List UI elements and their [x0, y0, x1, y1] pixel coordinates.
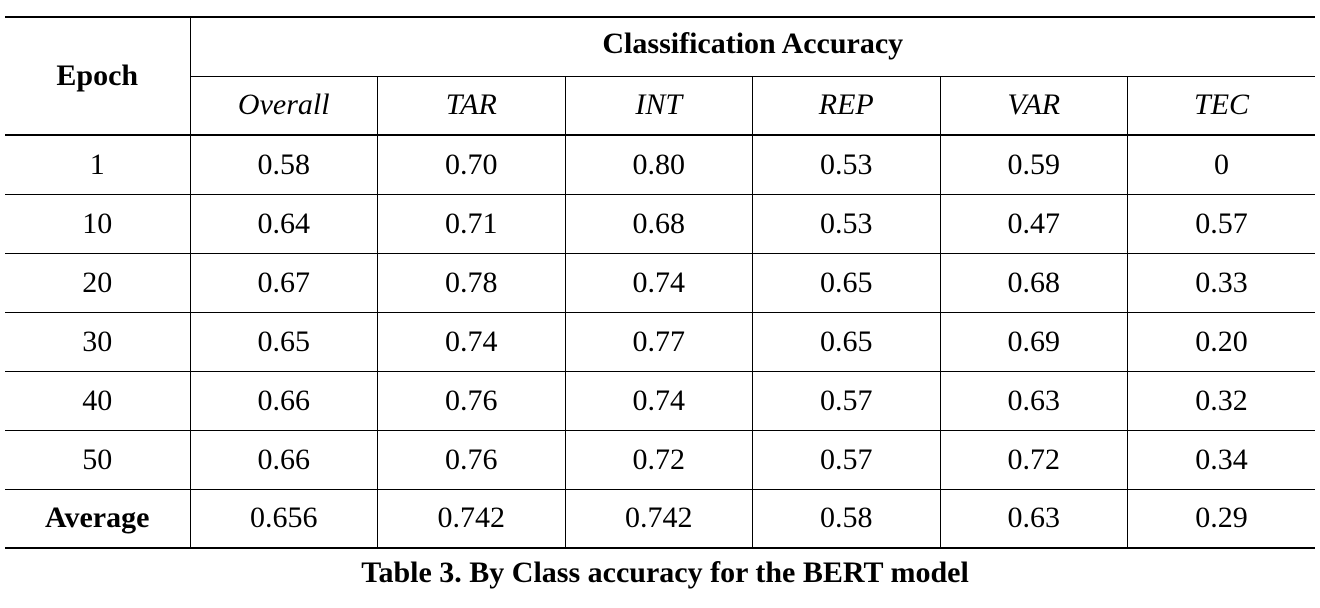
value-cell: 0.77 — [564, 311, 753, 372]
header-row-top: Epoch Classification Accuracy — [5, 16, 1316, 136]
value-cell: 0.32 — [1127, 370, 1316, 431]
column-header: TEC — [1127, 75, 1316, 136]
value-cell: 0.68 — [939, 252, 1128, 313]
value-cell: 0.65 — [752, 311, 941, 372]
value-cell: 0.76 — [377, 370, 566, 431]
epoch-cell: 20 — [5, 252, 191, 313]
average-value-cell: 0.742 — [564, 488, 753, 549]
value-cell: 0.74 — [564, 252, 753, 313]
table-row: 50 0.66 0.76 0.72 0.57 0.72 0.34 — [5, 429, 1316, 490]
value-cell: 0.78 — [377, 252, 566, 313]
average-value-cell: 0.29 — [1127, 488, 1316, 549]
value-cell: 0.71 — [377, 193, 566, 254]
value-cell: 0.80 — [564, 134, 753, 195]
epoch-header: Epoch — [5, 16, 191, 136]
column-header: TAR — [377, 75, 566, 136]
average-value-cell: 0.742 — [377, 488, 566, 549]
accuracy-table: Epoch Classification Accuracy Overall TAR… — [5, 16, 1316, 549]
value-cell: 0.57 — [752, 429, 941, 490]
table-row: 10 0.64 0.71 0.68 0.53 0.47 0.57 — [5, 193, 1316, 254]
table-caption: Table 3. By Class accuracy for the BERT … — [361, 556, 969, 589]
column-header: INT — [564, 75, 753, 136]
value-cell: 0.63 — [939, 370, 1128, 431]
value-cell: 0.67 — [189, 252, 378, 313]
average-value-cell: 0.63 — [939, 488, 1128, 549]
header-row-columns: Overall TAR INT REP VAR TEC — [5, 75, 1316, 136]
value-cell: 0.47 — [939, 193, 1128, 254]
table-row: 30 0.65 0.74 0.77 0.65 0.69 0.20 — [5, 311, 1316, 372]
table-body: 1 0.58 0.70 0.80 0.53 0.59 0 10 0.64 0.71 0.68 0.53… — [5, 134, 1316, 549]
value-cell: 0.58 — [189, 134, 378, 195]
value-cell: 0.72 — [939, 429, 1128, 490]
value-cell: 0.53 — [752, 134, 941, 195]
value-cell: 0.74 — [377, 311, 566, 372]
value-cell: 0.69 — [939, 311, 1128, 372]
column-header: Overall — [190, 75, 378, 136]
value-cell: 0.74 — [564, 370, 753, 431]
average-label-cell: Average — [5, 488, 191, 549]
value-cell: 0.20 — [1127, 311, 1316, 372]
value-cell: 0.66 — [189, 429, 378, 490]
average-value-cell: 0.656 — [189, 488, 378, 549]
value-cell: 0.65 — [189, 311, 378, 372]
value-cell: 0.33 — [1127, 252, 1316, 313]
epoch-cell: 50 — [5, 429, 191, 490]
value-cell: 0 — [1127, 134, 1316, 195]
value-cell: 0.57 — [1127, 193, 1316, 254]
value-cell: 0.76 — [377, 429, 566, 490]
column-header: REP — [752, 75, 941, 136]
average-value-cell: 0.58 — [752, 488, 941, 549]
value-cell: 0.68 — [564, 193, 753, 254]
table-row: 40 0.66 0.76 0.74 0.57 0.63 0.32 — [5, 370, 1316, 431]
value-cell: 0.72 — [564, 429, 753, 490]
average-row: Average 0.656 0.742 0.742 0.58 0.63 0.29 — [5, 488, 1316, 549]
value-cell: 0.57 — [752, 370, 941, 431]
value-cell: 0.70 — [377, 134, 566, 195]
value-cell: 0.66 — [189, 370, 378, 431]
epoch-cell: 40 — [5, 370, 191, 431]
classification-accuracy-header: Classification Accuracy — [189, 16, 1316, 77]
epoch-cell: 30 — [5, 311, 191, 372]
epoch-cell: 10 — [5, 193, 191, 254]
table-row: 20 0.67 0.78 0.74 0.65 0.68 0.33 — [5, 252, 1316, 313]
value-cell: 0.59 — [939, 134, 1128, 195]
value-cell: 0.65 — [752, 252, 941, 313]
value-cell: 0.34 — [1127, 429, 1316, 490]
value-cell: 0.53 — [752, 193, 941, 254]
table-row: 1 0.58 0.70 0.80 0.53 0.59 0 — [5, 134, 1316, 195]
value-cell: 0.64 — [189, 193, 378, 254]
epoch-cell: 1 — [5, 134, 191, 195]
column-header: VAR — [939, 75, 1128, 136]
